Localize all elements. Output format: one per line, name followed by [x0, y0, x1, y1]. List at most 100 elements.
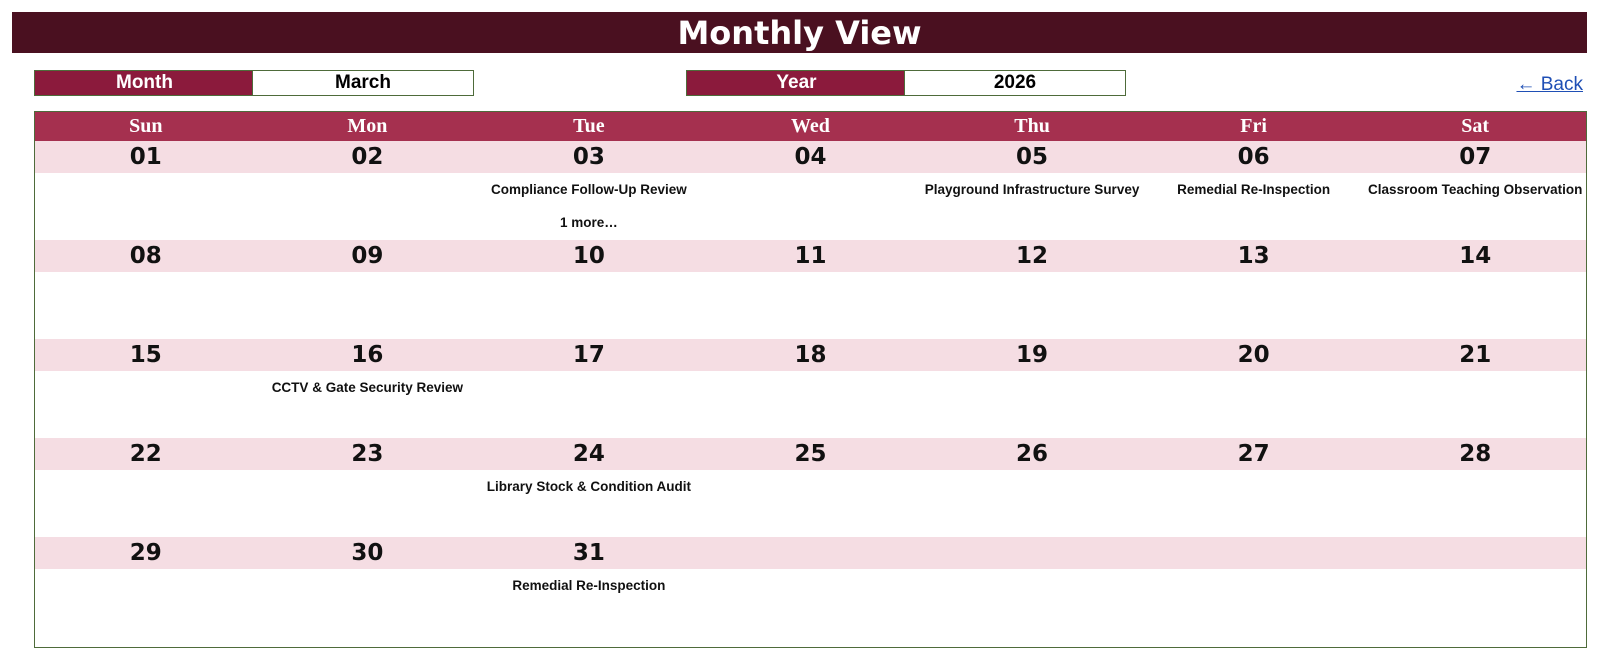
day-number	[699, 537, 922, 569]
day-number: 23	[256, 438, 479, 470]
calendar-day-cell[interactable]: 12	[921, 240, 1143, 339]
month-label: Month	[34, 70, 255, 96]
calendar-day-cell[interactable]: 18	[699, 339, 922, 438]
day-number: 22	[35, 438, 257, 470]
calendar-empty-cell	[1364, 537, 1586, 636]
more-events-link[interactable]: 1 more…	[560, 215, 618, 230]
day-number: 30	[256, 537, 479, 569]
event-item[interactable]: Remedial Re-Inspection	[1177, 182, 1331, 197]
weekday-header-sun: Sun	[129, 115, 163, 137]
day-events: Remedial Re-Inspection	[478, 578, 700, 593]
weekday-header-tue: Tue	[573, 115, 605, 137]
calendar-week-row: 15 16 CCTV & Gate Security Review 17 18 19 20 2…	[35, 339, 1586, 438]
event-item[interactable]: Remedial Re-Inspection	[512, 578, 666, 593]
day-number: 04	[699, 141, 922, 173]
day-number: 25	[699, 438, 922, 470]
event-item[interactable]: Library Stock & Condition Audit	[486, 479, 692, 494]
back-link[interactable]: ← Back	[1516, 74, 1583, 95]
calendar-day-cell[interactable]: 22	[35, 438, 257, 537]
calendar-day-cell[interactable]: 06 Remedial Re-Inspection	[1142, 141, 1365, 240]
calendar-day-cell[interactable]: 31 Remedial Re-Inspection	[478, 537, 700, 636]
month-selector[interactable]: March	[252, 70, 474, 96]
page-title: Monthly View	[12, 12, 1587, 53]
calendar-day-cell[interactable]: 30	[256, 537, 479, 636]
calendar-day-cell[interactable]: 05 Playground Infrastructure Survey	[921, 141, 1143, 240]
calendar-empty-cell	[699, 537, 922, 636]
weekday-header-fri: Fri	[1240, 115, 1267, 137]
calendar-day-cell[interactable]: 23	[256, 438, 479, 537]
day-number: 12	[921, 240, 1143, 272]
day-number: 24	[478, 438, 700, 470]
calendar-day-cell[interactable]: 02	[256, 141, 479, 240]
calendar-week-row: 22 23 24 Library Stock & Condition Audit 25 2…	[35, 438, 1586, 537]
weekday-header-thu: Thu	[1014, 115, 1050, 137]
day-events: Compliance Follow-Up Review 1 more…	[478, 182, 700, 230]
calendar-day-cell[interactable]: 11	[699, 240, 922, 339]
day-number: 05	[921, 141, 1143, 173]
day-number: 01	[35, 141, 257, 173]
year-label: Year	[686, 70, 907, 96]
day-number: 10	[478, 240, 700, 272]
day-number: 02	[256, 141, 479, 173]
day-number: 09	[256, 240, 479, 272]
calendar-day-cell[interactable]: 19	[921, 339, 1143, 438]
calendar-week-row: 29 30 31 Remedial Re-Inspection	[35, 537, 1586, 636]
calendar-empty-cell	[1142, 537, 1365, 636]
calendar-day-cell[interactable]: 07 Classroom Teaching Observation	[1364, 141, 1586, 240]
calendar-empty-cell	[921, 537, 1143, 636]
calendar-day-cell[interactable]: 26	[921, 438, 1143, 537]
day-number: 11	[699, 240, 922, 272]
day-number: 15	[35, 339, 257, 371]
event-item[interactable]: Playground Infrastructure Survey	[924, 182, 1140, 197]
day-number: 28	[1364, 438, 1586, 470]
day-events: Remedial Re-Inspection	[1143, 182, 1365, 197]
calendar-day-cell[interactable]: 28	[1364, 438, 1586, 537]
calendar-week-row: 08 09 10 11 12 13 14	[35, 240, 1586, 339]
calendar-day-cell[interactable]: 17	[478, 339, 700, 438]
day-number: 06	[1142, 141, 1365, 173]
year-selector[interactable]: 2026	[904, 70, 1126, 96]
calendar-day-cell[interactable]: 03 Compliance Follow-Up Review 1 more…	[478, 141, 700, 240]
event-item[interactable]: Compliance Follow-Up Review	[491, 182, 687, 197]
calendar-day-cell[interactable]: 20	[1142, 339, 1365, 438]
day-number: 14	[1364, 240, 1586, 272]
day-number: 31	[478, 537, 700, 569]
calendar-grid: Sun Mon Tue Wed Thu Fri Sat 01 02 03 Compliance F…	[34, 111, 1587, 648]
day-number	[1142, 537, 1365, 569]
day-events: Library Stock & Condition Audit	[478, 479, 700, 494]
day-number: 21	[1364, 339, 1586, 371]
calendar-day-cell[interactable]: 10	[478, 240, 700, 339]
calendar-day-cell[interactable]: 29	[35, 537, 257, 636]
calendar-day-cell[interactable]: 24 Library Stock & Condition Audit	[478, 438, 700, 537]
calendar-day-cell[interactable]: 25	[699, 438, 922, 537]
calendar-day-cell[interactable]: 21	[1364, 339, 1586, 438]
day-number: 13	[1142, 240, 1365, 272]
calendar-day-cell[interactable]: 15	[35, 339, 257, 438]
day-number: 16	[256, 339, 479, 371]
day-number: 17	[478, 339, 700, 371]
calendar-day-cell[interactable]: 27	[1142, 438, 1365, 537]
calendar-day-cell[interactable]: 14	[1364, 240, 1586, 339]
calendar-day-cell[interactable]: 13	[1142, 240, 1365, 339]
day-number: 18	[699, 339, 922, 371]
weekday-header-mon: Mon	[347, 115, 388, 137]
day-number: 03	[478, 141, 700, 173]
day-number: 29	[35, 537, 257, 569]
event-item[interactable]: Classroom Teaching Observation	[1368, 182, 1583, 197]
day-events: Playground Infrastructure Survey	[921, 182, 1143, 197]
day-number	[1364, 537, 1586, 569]
event-item[interactable]: CCTV & Gate Security Review	[271, 380, 464, 395]
calendar-day-cell[interactable]: 01	[35, 141, 257, 240]
day-number: 08	[35, 240, 257, 272]
day-number: 07	[1364, 141, 1586, 173]
day-number: 27	[1142, 438, 1365, 470]
calendar-day-cell[interactable]: 08	[35, 240, 257, 339]
calendar-day-cell[interactable]: 16 CCTV & Gate Security Review	[256, 339, 479, 438]
calendar-day-cell[interactable]: 09	[256, 240, 479, 339]
weekday-header-sat: Sat	[1461, 115, 1490, 137]
day-number: 26	[921, 438, 1143, 470]
calendar-day-cell[interactable]: 04	[699, 141, 922, 240]
day-events: Classroom Teaching Observation	[1364, 182, 1586, 197]
day-number: 20	[1142, 339, 1365, 371]
weekday-header-row: Sun Mon Tue Wed Thu Fri Sat	[35, 112, 1586, 141]
